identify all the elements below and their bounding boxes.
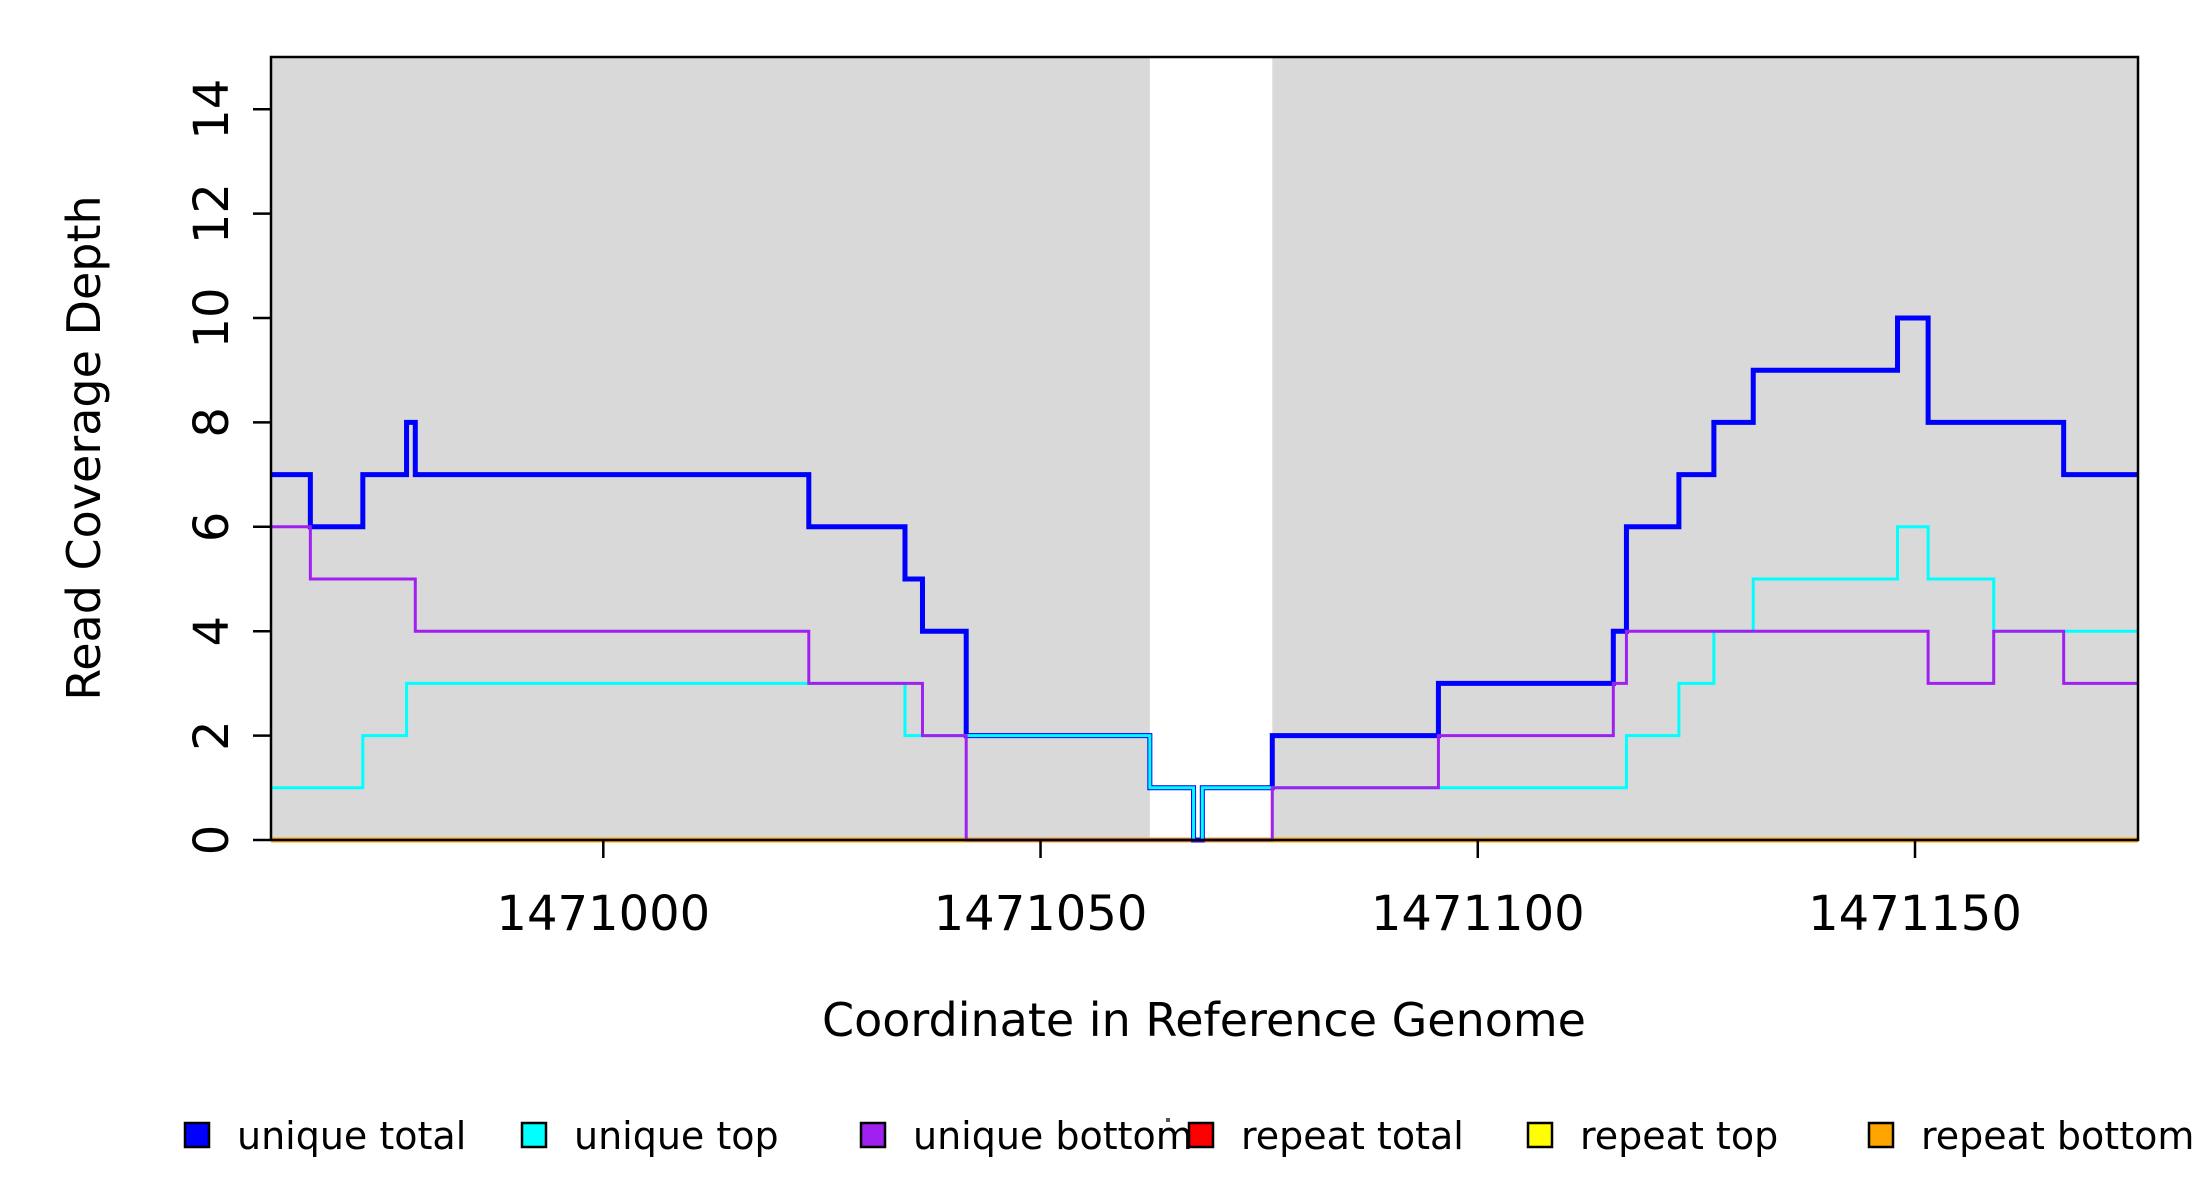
legend: unique total unique top unique bottom repea… <box>183 1114 2194 1158</box>
legend-swatch-unique-top <box>520 1121 548 1149</box>
x-axis-tick-label: 1471150 <box>1808 886 2022 942</box>
shaded-region <box>1272 57 2138 840</box>
x-axis-tick-label: 1471050 <box>934 886 1148 942</box>
x-axis-title: Coordinate in Reference Genome <box>822 993 1586 1047</box>
y-axis-title: Read Coverage Depth <box>57 195 111 700</box>
y-axis-tick-label: 4 <box>184 616 240 647</box>
y-axis-tick-label: 14 <box>184 79 240 140</box>
legend-swatch-unique-bottom <box>859 1121 887 1149</box>
axes-layer: 1471000 1471050 1471100 1471150 0 2 4 6 8 10 12 14 <box>184 79 2022 942</box>
legend-label-unique-total: unique total <box>237 1114 466 1158</box>
stray-dot <box>1166 1118 1170 1122</box>
y-axis-tick-label: 8 <box>184 407 240 438</box>
y-axis-tick-label: 10 <box>184 287 240 348</box>
legend-label-unique-bottom: unique bottom <box>913 1114 1193 1158</box>
legend-label-repeat-total: repeat total <box>1241 1114 1464 1158</box>
shaded-region <box>271 57 1150 840</box>
legend-label-repeat-bottom: repeat bottom <box>1921 1114 2194 1158</box>
legend-swatch-repeat-total <box>1187 1121 1215 1149</box>
legend-swatch-repeat-top <box>1526 1121 1554 1149</box>
legend-label-repeat-top: repeat top <box>1580 1114 1778 1158</box>
x-axis-tick-label: 1471000 <box>496 886 710 942</box>
legend-swatch-repeat-bottom <box>1867 1121 1895 1149</box>
shaded-regions-layer <box>271 57 2138 840</box>
legend-label-unique-top: unique top <box>574 1114 779 1158</box>
series-line-unique-bottom <box>271 525 2138 842</box>
y-axis-tick-label: 2 <box>184 720 240 751</box>
y-axis-tick-label: 6 <box>184 512 240 543</box>
x-axis-tick-label: 1471100 <box>1371 886 1585 942</box>
series-line-unique-top <box>271 525 2138 842</box>
plot-border-box <box>269 55 2140 842</box>
annotations-layer <box>1166 1118 1170 1122</box>
y-axis-tick-label: 12 <box>184 183 240 244</box>
legend-swatch-unique-total <box>183 1121 211 1149</box>
y-axis-tick-label: 0 <box>184 825 240 856</box>
